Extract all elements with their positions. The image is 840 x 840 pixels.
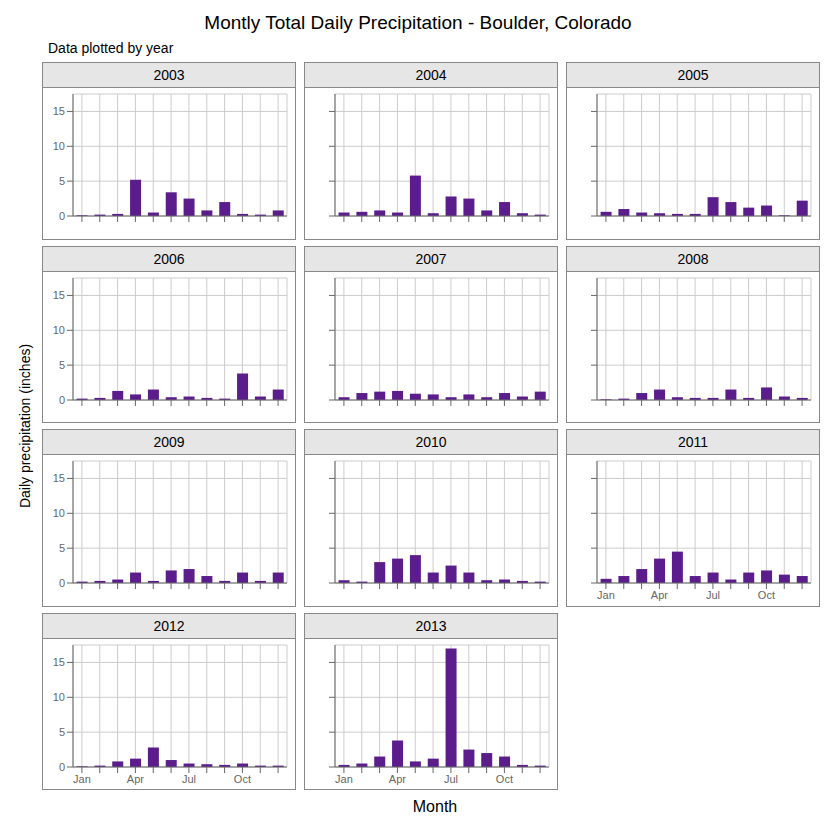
svg-text:Oct: Oct: [758, 589, 775, 601]
html-text:Month: Month: [412, 798, 458, 815]
svg-text:Jul: Jul: [182, 772, 196, 784]
svg-text:10: 10: [53, 324, 65, 336]
html-text:Data plotted by year: Data plotted by year: [48, 40, 174, 56]
svg-text:Apr: Apr: [127, 772, 144, 784]
svg-text:15: 15: [53, 472, 65, 484]
svg-text:5: 5: [59, 726, 65, 738]
svg-text:0: 0: [59, 393, 65, 405]
svg-text:Jan: Jan: [597, 589, 615, 601]
html-text:Montly Total Daily Precipitati: Montly Total Daily Precipitation - Bould…: [204, 12, 632, 33]
svg-text:0: 0: [59, 210, 65, 222]
html-text:2013: 2013: [415, 617, 447, 634]
svg-text:10: 10: [53, 691, 65, 703]
svg-text:Apr: Apr: [389, 772, 406, 784]
svg-text:15: 15: [53, 656, 65, 668]
html-text:2012: 2012: [153, 617, 185, 634]
svg-text:Jul: Jul: [706, 589, 720, 601]
svg-text:Jul: Jul: [444, 772, 458, 784]
svg-text:Apr: Apr: [651, 589, 668, 601]
html-text:2008: 2008: [677, 250, 709, 267]
html-text:2010: 2010: [415, 434, 447, 450]
svg-text:Oct: Oct: [234, 772, 251, 784]
html-text:Daily precipitation (inches): Daily precipitation (inches): [17, 343, 33, 509]
svg-text:0: 0: [59, 760, 65, 772]
html-text:2006: 2006: [153, 250, 185, 267]
html-text:2005: 2005: [677, 67, 709, 83]
html-text:2003: 2003: [153, 67, 185, 83]
html-text:2004: 2004: [415, 67, 447, 83]
html-text:2011: 2011: [677, 434, 708, 450]
svg-text:Jan: Jan: [73, 772, 91, 784]
html-text:2009: 2009: [153, 434, 185, 450]
svg-text:5: 5: [59, 359, 65, 371]
svg-text:5: 5: [59, 175, 65, 187]
svg-text:10: 10: [53, 507, 65, 519]
svg-text:10: 10: [53, 140, 65, 152]
svg-text:Jan: Jan: [335, 772, 353, 784]
html-text:2007: 2007: [415, 250, 447, 267]
svg-text:15: 15: [53, 289, 65, 301]
svg-text:15: 15: [53, 105, 65, 117]
svg-text:5: 5: [59, 542, 65, 554]
svg-text:0: 0: [59, 577, 65, 589]
svg-text:Oct: Oct: [496, 772, 513, 784]
